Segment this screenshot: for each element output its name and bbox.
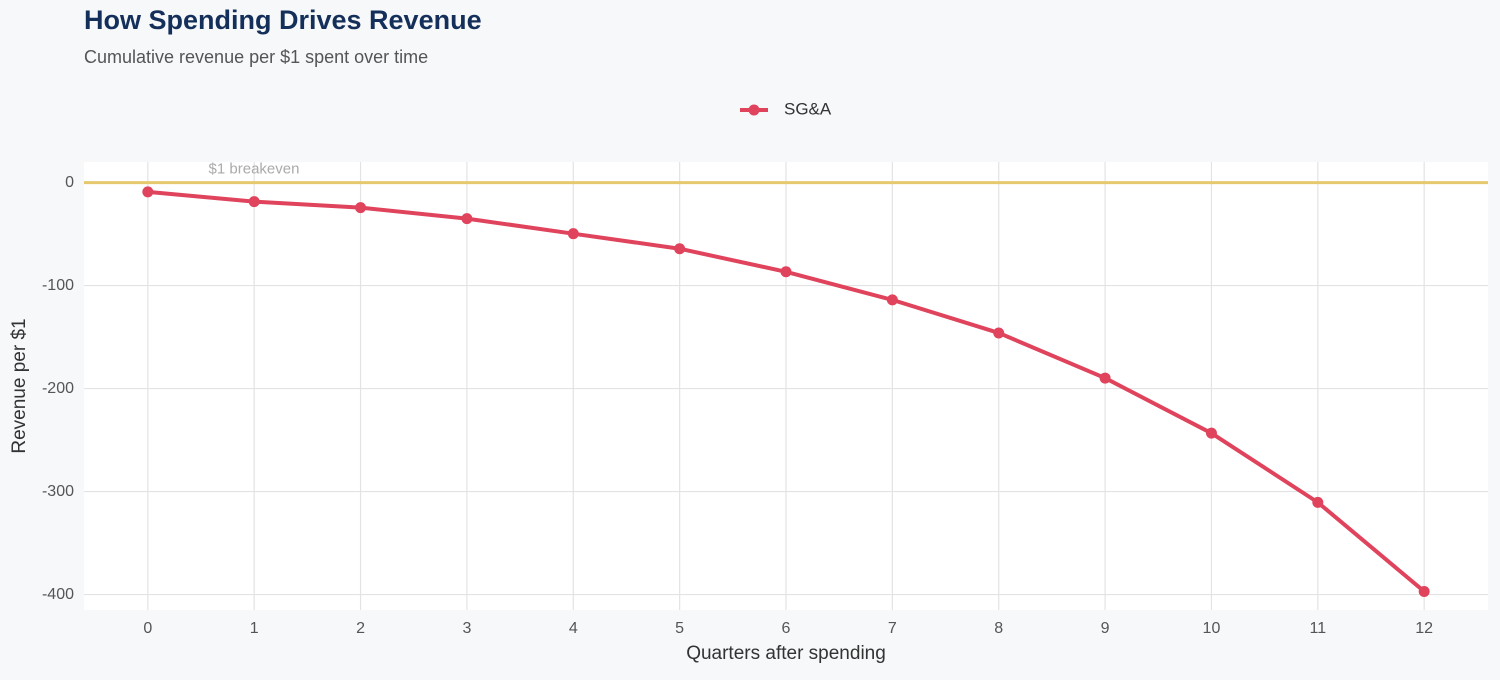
data-point [355, 202, 367, 214]
chart-title: How Spending Drives Revenue [84, 5, 482, 35]
data-point [461, 213, 473, 225]
x-tick-label: 1 [250, 620, 259, 637]
data-point [1312, 496, 1324, 508]
x-tick-label: 0 [143, 620, 152, 637]
data-point [248, 196, 260, 208]
x-tick-label: 10 [1203, 620, 1221, 637]
data-point [780, 266, 792, 278]
x-axis-label: Quarters after spending [686, 643, 886, 664]
x-tick-label: 12 [1415, 620, 1433, 637]
reference-label: $1 breakeven [209, 161, 300, 178]
y-tick-label: -300 [42, 483, 74, 500]
y-axis-label: Revenue per $1 [9, 318, 30, 453]
x-tick-label: 7 [888, 620, 897, 637]
y-tick-label: 0 [65, 174, 74, 191]
data-point [1205, 427, 1217, 439]
data-point [567, 228, 579, 240]
data-point [674, 243, 686, 255]
x-tick-label: 9 [1101, 620, 1110, 637]
x-tick-label: 3 [462, 620, 471, 637]
y-tick-label: -400 [42, 586, 74, 603]
x-tick-label: 2 [356, 620, 365, 637]
y-tick-label: -200 [42, 380, 74, 397]
x-tick-label: 6 [782, 620, 791, 637]
x-tick-label: 4 [569, 620, 578, 637]
data-point [886, 294, 898, 306]
data-point [993, 327, 1005, 339]
x-tick-label: 11 [1310, 620, 1327, 637]
data-point [1418, 585, 1430, 597]
chart-subtitle: Cumulative revenue per $1 spent over tim… [84, 47, 428, 67]
y-tick-label: -100 [42, 277, 74, 294]
data-point [142, 186, 154, 198]
legend-swatch-dot [748, 104, 760, 116]
x-tick-label: 8 [994, 620, 1003, 637]
data-point [1099, 372, 1111, 384]
x-tick-label: 5 [675, 620, 684, 637]
legend-label: SG&A [784, 99, 832, 118]
